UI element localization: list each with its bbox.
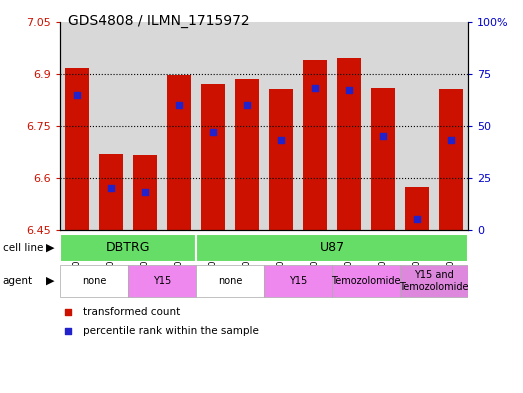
Point xyxy=(73,92,82,98)
Bar xyxy=(230,22,264,230)
Bar xyxy=(99,154,123,230)
Bar xyxy=(128,22,162,230)
Bar xyxy=(60,22,94,230)
Text: U87: U87 xyxy=(320,241,345,255)
Point xyxy=(277,137,286,143)
Bar xyxy=(94,22,128,230)
Point xyxy=(345,87,354,94)
Bar xyxy=(264,265,332,297)
Bar xyxy=(298,22,332,230)
Bar xyxy=(400,22,434,230)
Bar xyxy=(332,22,366,230)
Text: Y15: Y15 xyxy=(289,276,307,286)
Bar xyxy=(332,265,400,297)
Text: DBTRG: DBTRG xyxy=(106,241,151,255)
Point xyxy=(243,102,252,108)
Bar xyxy=(196,22,230,230)
Point xyxy=(64,309,73,315)
Text: percentile rank within the sample: percentile rank within the sample xyxy=(83,325,258,336)
Bar xyxy=(196,234,468,262)
Text: GDS4808 / ILMN_1715972: GDS4808 / ILMN_1715972 xyxy=(68,14,249,28)
Bar xyxy=(60,265,128,297)
Bar xyxy=(201,84,225,230)
Text: Y15: Y15 xyxy=(153,276,171,286)
Bar xyxy=(264,22,298,230)
Bar xyxy=(371,88,395,230)
Bar xyxy=(133,155,157,230)
Bar xyxy=(303,60,327,230)
Point xyxy=(175,102,184,108)
Bar xyxy=(337,58,361,230)
Bar xyxy=(439,89,463,230)
Point xyxy=(64,327,73,334)
Point xyxy=(141,189,150,196)
Text: ▶: ▶ xyxy=(46,243,54,253)
Bar xyxy=(167,75,191,230)
Text: ▶: ▶ xyxy=(46,276,54,286)
Bar xyxy=(60,234,196,262)
Point xyxy=(311,85,320,92)
Bar xyxy=(400,265,468,297)
Bar xyxy=(196,265,264,297)
Point xyxy=(379,133,388,140)
Point xyxy=(107,185,116,191)
Bar xyxy=(235,79,259,230)
Bar xyxy=(366,22,400,230)
Bar xyxy=(405,187,429,230)
Bar xyxy=(269,89,293,230)
Point xyxy=(447,137,456,143)
Bar xyxy=(65,68,89,230)
Text: Temozolomide: Temozolomide xyxy=(332,276,401,286)
Bar xyxy=(128,265,196,297)
Text: agent: agent xyxy=(3,276,33,286)
Text: Y15 and
Temozolomide: Y15 and Temozolomide xyxy=(400,270,469,292)
Text: transformed count: transformed count xyxy=(83,307,180,317)
Bar xyxy=(434,22,468,230)
Text: cell line: cell line xyxy=(3,243,43,253)
Bar xyxy=(162,22,196,230)
Text: none: none xyxy=(218,276,242,286)
Point xyxy=(209,129,218,135)
Point xyxy=(413,216,422,222)
Text: none: none xyxy=(82,276,106,286)
